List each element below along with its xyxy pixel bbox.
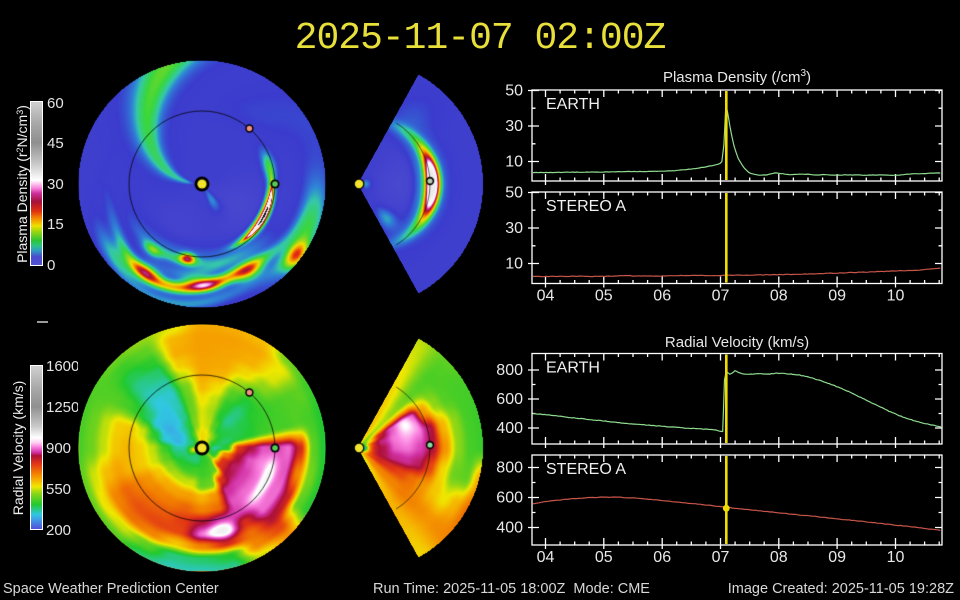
svg-text:EARTH: EARTH	[546, 96, 600, 113]
svg-text:09: 09	[828, 288, 846, 305]
svg-text:50: 50	[505, 83, 523, 100]
svg-text:800: 800	[496, 362, 523, 379]
svg-text:STEREO A: STEREO A	[546, 461, 626, 478]
svg-text:600: 600	[496, 490, 523, 507]
svg-text:07: 07	[712, 288, 730, 305]
svg-text:400: 400	[496, 420, 523, 437]
svg-text:05: 05	[595, 288, 613, 305]
svg-text:Plasma Density (/cm3): Plasma Density (/cm3)	[663, 68, 811, 86]
svg-text:EARTH: EARTH	[546, 360, 600, 377]
svg-text:05: 05	[595, 549, 613, 566]
svg-text:04: 04	[537, 288, 555, 305]
svg-text:07: 07	[712, 549, 730, 566]
svg-text:Radial Velocity (km/s): Radial Velocity (km/s)	[665, 334, 809, 351]
svg-text:06: 06	[653, 549, 671, 566]
svg-text:STEREO A: STEREO A	[546, 198, 626, 215]
svg-text:09: 09	[828, 549, 846, 566]
svg-text:10: 10	[505, 154, 523, 171]
svg-text:10: 10	[505, 256, 523, 273]
svg-text:10: 10	[887, 549, 905, 566]
svg-text:400: 400	[496, 520, 523, 537]
svg-text:04: 04	[537, 549, 555, 566]
svg-text:06: 06	[653, 288, 671, 305]
svg-text:30: 30	[505, 220, 523, 237]
svg-text:30: 30	[505, 118, 523, 135]
svg-text:08: 08	[770, 549, 788, 566]
svg-text:50: 50	[505, 185, 523, 202]
svg-text:600: 600	[496, 391, 523, 408]
svg-text:800: 800	[496, 460, 523, 477]
svg-text:08: 08	[770, 288, 788, 305]
svg-text:10: 10	[887, 288, 905, 305]
